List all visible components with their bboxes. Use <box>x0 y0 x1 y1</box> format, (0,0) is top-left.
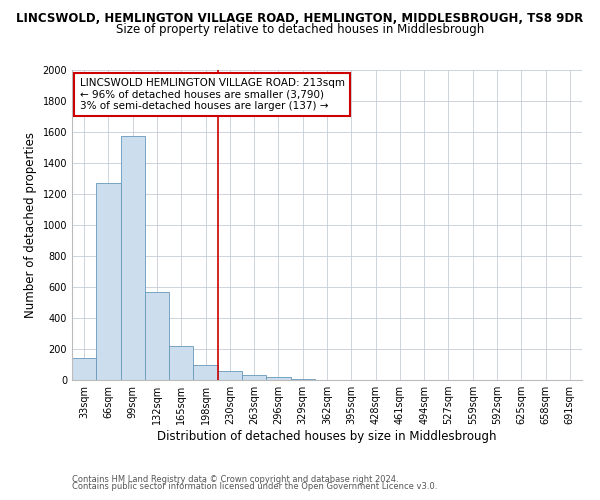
Text: LINCSWOLD HEMLINGTON VILLAGE ROAD: 213sqm
← 96% of detached houses are smaller (: LINCSWOLD HEMLINGTON VILLAGE ROAD: 213sq… <box>80 78 344 111</box>
Bar <box>169 346 193 380</box>
Bar <box>218 372 242 380</box>
Bar <box>96 183 121 380</box>
Bar <box>193 366 218 380</box>
Text: LINCSWOLD, HEMLINGTON VILLAGE ROAD, HEMLINGTON, MIDDLESBROUGH, TS8 9DR: LINCSWOLD, HEMLINGTON VILLAGE ROAD, HEML… <box>16 12 584 26</box>
Bar <box>145 292 169 380</box>
Bar <box>121 136 145 380</box>
Bar <box>266 377 290 380</box>
Y-axis label: Number of detached properties: Number of detached properties <box>24 132 37 318</box>
Bar <box>290 379 315 380</box>
Bar <box>242 376 266 380</box>
Text: Size of property relative to detached houses in Middlesbrough: Size of property relative to detached ho… <box>116 22 484 36</box>
Text: Contains public sector information licensed under the Open Government Licence v3: Contains public sector information licen… <box>72 482 437 491</box>
Text: Contains HM Land Registry data © Crown copyright and database right 2024.: Contains HM Land Registry data © Crown c… <box>72 475 398 484</box>
Bar <box>72 358 96 380</box>
X-axis label: Distribution of detached houses by size in Middlesbrough: Distribution of detached houses by size … <box>157 430 497 443</box>
